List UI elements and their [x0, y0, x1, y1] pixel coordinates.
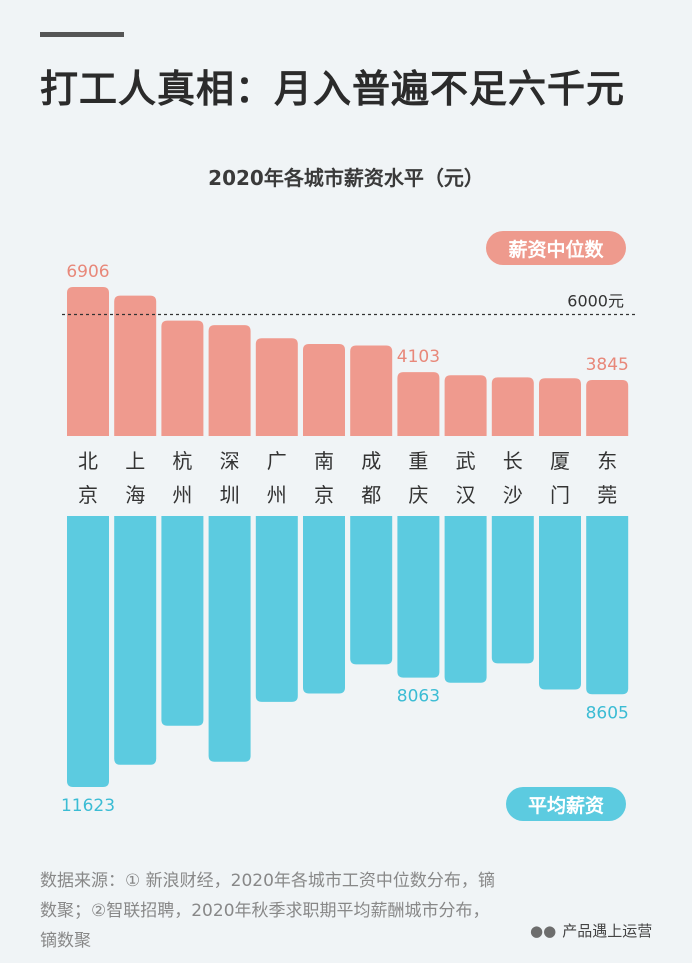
median-bar [586, 379, 629, 436]
median-bar [67, 287, 109, 436]
median-bar [208, 325, 251, 436]
average-bar [67, 516, 109, 787]
wechat-icon: ●● [530, 922, 557, 940]
average-bar [491, 516, 534, 664]
category-label: 厦 [550, 449, 570, 473]
average-bar [539, 516, 581, 690]
average-value-label: 8605 [586, 703, 629, 723]
average-bar [161, 516, 204, 726]
category-label: 京 [78, 483, 98, 507]
category-label: 杭 [172, 449, 192, 473]
category-label: 莞 [597, 483, 617, 507]
legend-average-salary: 平均薪资 [506, 787, 626, 821]
category-label: 庆 [408, 483, 428, 507]
category-label: 武 [456, 449, 476, 473]
category-label: 深 [220, 449, 240, 473]
median-value-label: 6906 [66, 262, 109, 282]
category-label: 上 [125, 449, 145, 473]
median-bar [255, 338, 298, 436]
average-bar [208, 516, 251, 762]
category-label: 北 [78, 449, 98, 473]
category-label: 沙 [503, 483, 523, 507]
legend-median-salary: 薪资中位数 [486, 231, 626, 265]
median-bar [350, 345, 393, 436]
category-label: 都 [361, 483, 381, 507]
category-label: 重 [408, 449, 428, 473]
reference-line-label: 6000元 [567, 292, 624, 311]
average-value-label: 11623 [61, 796, 115, 816]
median-value-label: 3845 [586, 355, 629, 375]
average-bar [255, 516, 298, 702]
source-line: 镝数聚 [40, 931, 91, 951]
page-headline: 打工人真相：月入普遍不足六千元 [40, 67, 626, 111]
category-label: 广 [267, 449, 287, 473]
category-label: 汉 [456, 483, 476, 507]
average-bar [303, 516, 345, 694]
category-label: 南 [314, 449, 334, 473]
data-source-note: 数据来源：① 新浪财经，2020年各城市工资中位数分布，镝 数聚；②智联招聘，2… [40, 866, 660, 956]
category-label: 成 [361, 449, 381, 473]
category-label: 州 [267, 483, 287, 507]
chart-title: 2020年各城市薪资水平（元） [208, 166, 484, 190]
median-bar [397, 372, 440, 436]
account-watermark: ●● 产品遇上运营 [530, 920, 652, 941]
category-label: 州 [172, 483, 192, 507]
median-bar [491, 377, 534, 436]
category-label: 门 [550, 483, 570, 507]
source-line: 数聚；②智联招聘，2020年秋季求职期平均薪酬城市分布， [40, 901, 490, 921]
category-label: 东 [597, 449, 617, 473]
top-rule [40, 32, 124, 37]
source-line: 数据来源：① 新浪财经，2020年各城市工资中位数分布，镝 [40, 871, 495, 891]
median-bar [303, 343, 345, 436]
average-bar [350, 516, 393, 665]
category-label: 海 [125, 483, 145, 507]
category-label: 长 [503, 449, 523, 473]
average-bar [114, 516, 157, 765]
average-bar [586, 516, 629, 695]
category-label: 圳 [220, 483, 240, 507]
median-bar [444, 375, 487, 436]
average-value-label: 8063 [397, 687, 440, 707]
median-bar [114, 295, 157, 436]
median-bar [161, 320, 204, 436]
median-bar [539, 378, 581, 436]
account-name: 产品遇上运营 [562, 922, 653, 940]
median-value-label: 4103 [397, 347, 440, 367]
average-bar [444, 516, 487, 683]
category-label: 京 [314, 483, 334, 507]
average-bar [397, 516, 440, 678]
